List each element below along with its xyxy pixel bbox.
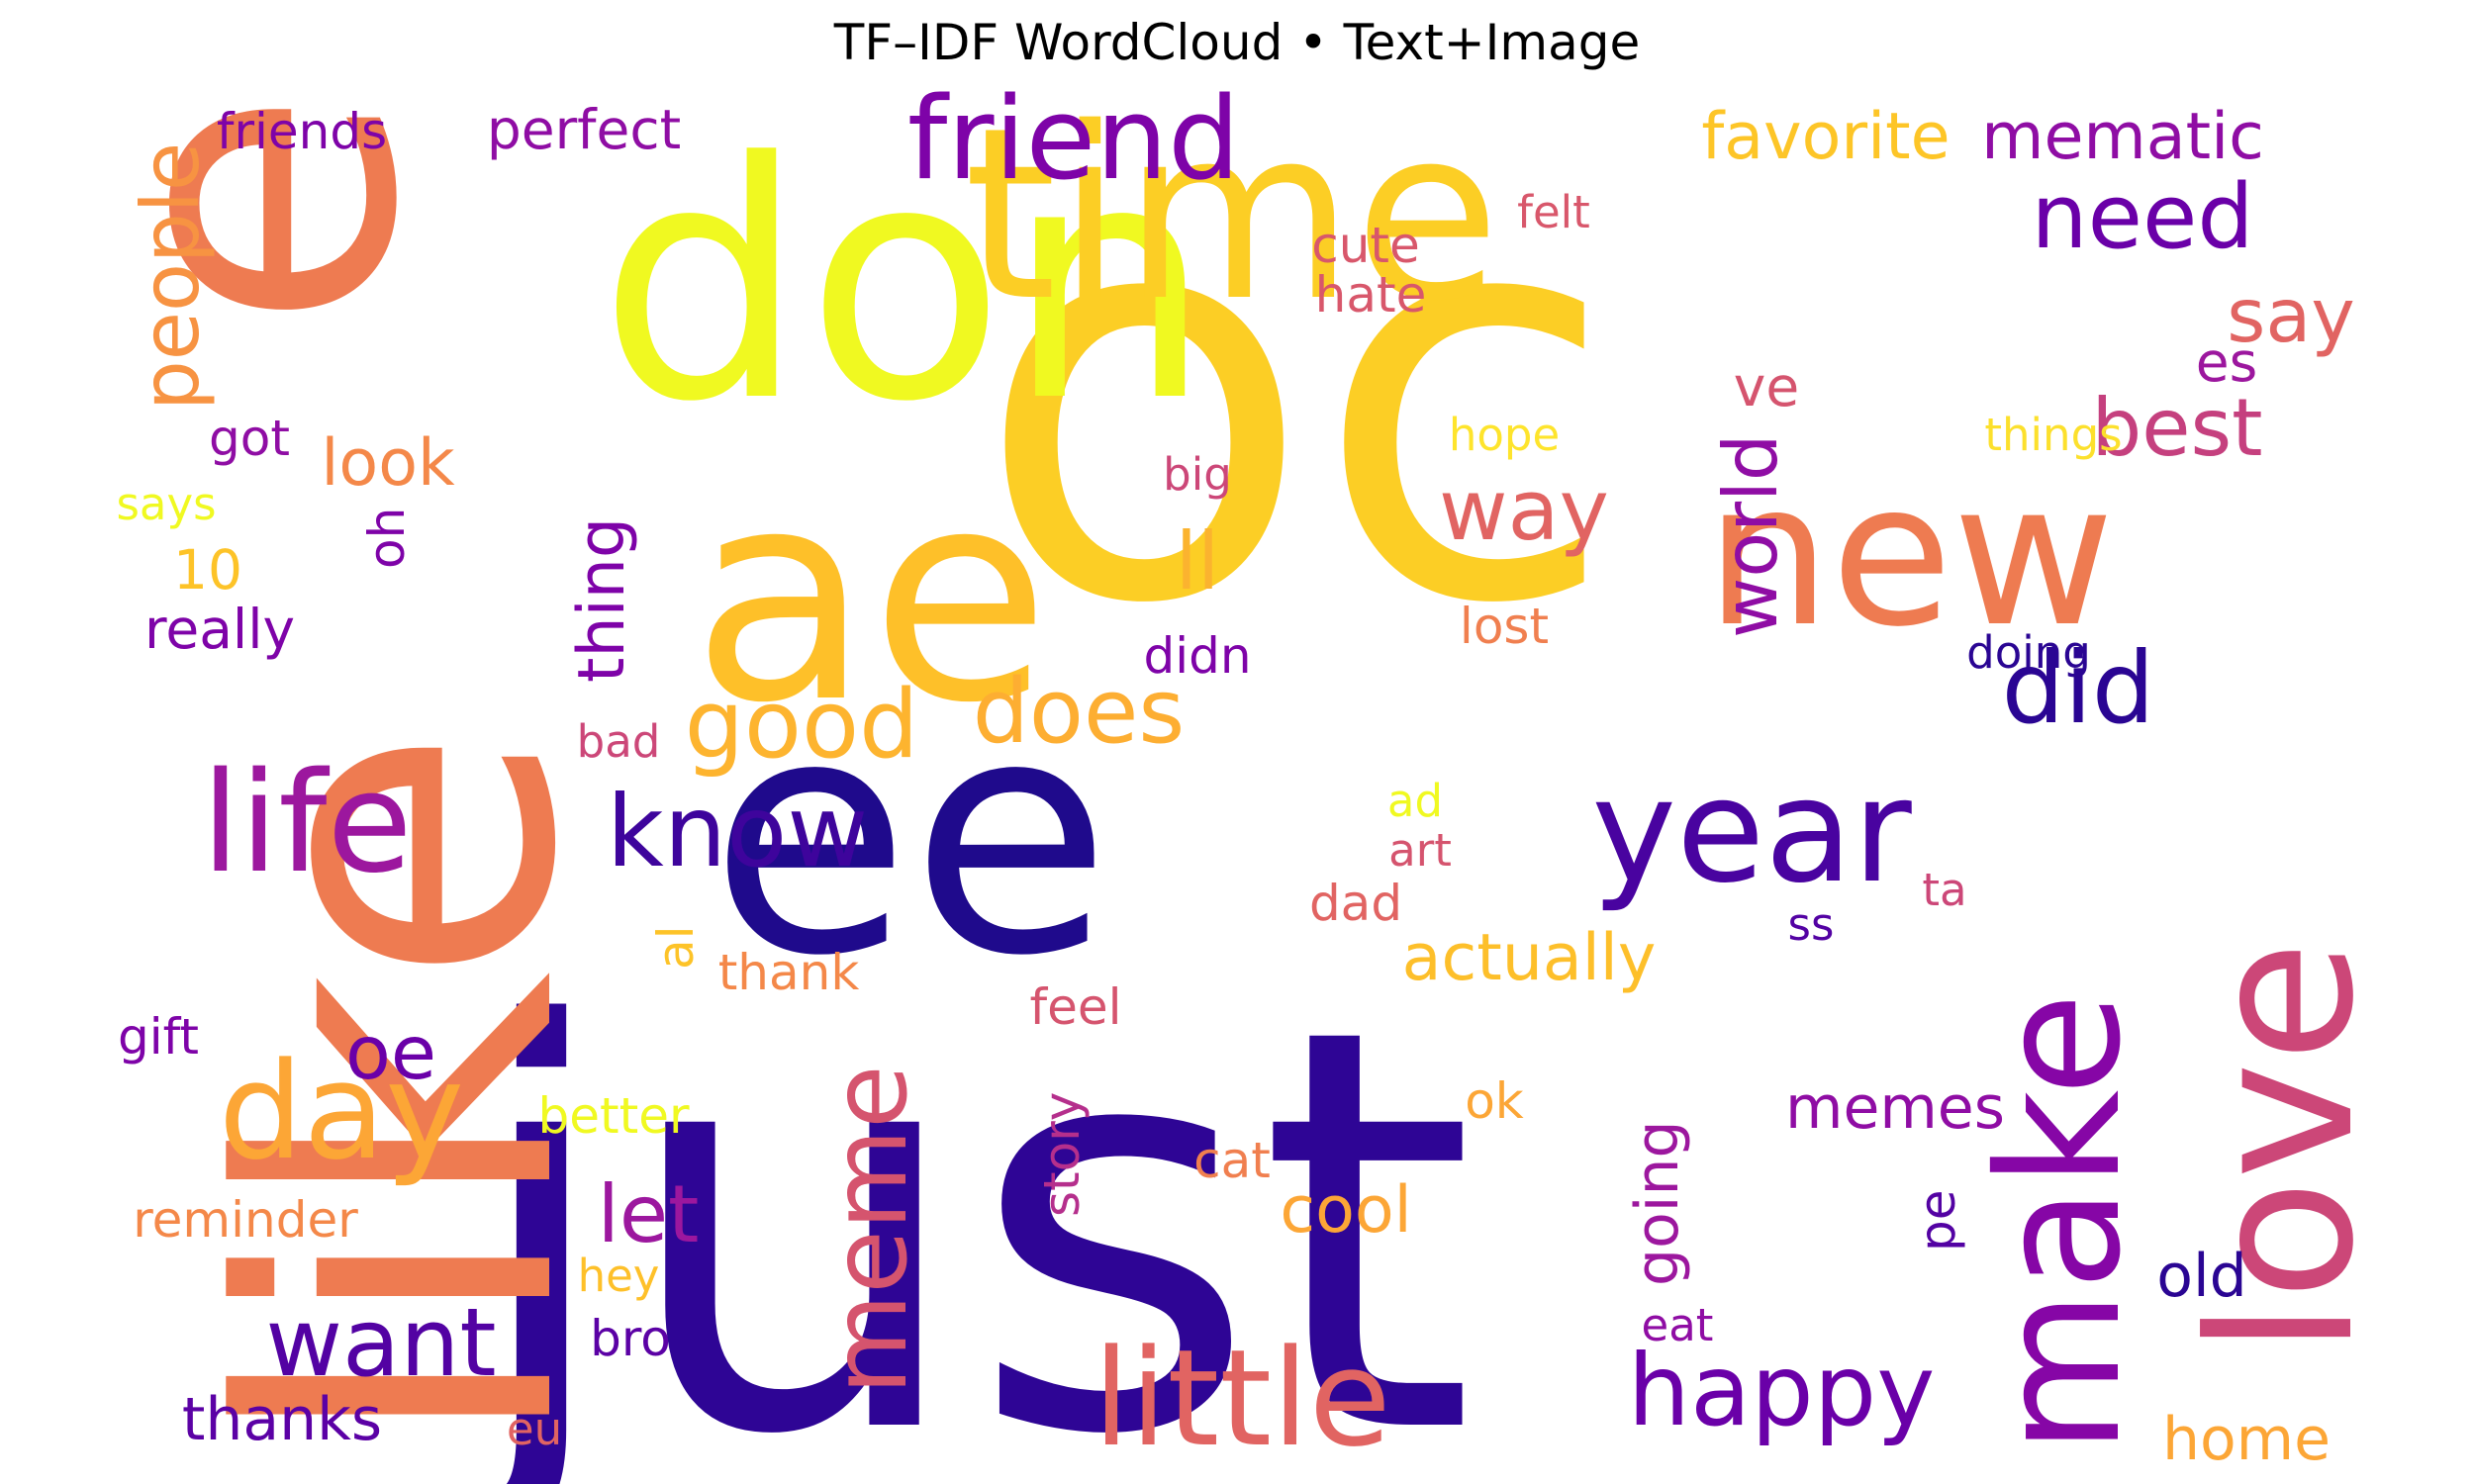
word-reminder: reminder (133, 1191, 358, 1249)
word-feel: feel (1029, 978, 1121, 1036)
word-cat: cat (1193, 1132, 1271, 1189)
word-time: time (964, 76, 1500, 353)
word-like: like (155, 725, 650, 1454)
word-way: way (1439, 462, 1609, 560)
word-memes: memes (1785, 1073, 2005, 1143)
word-ss: ss (1788, 898, 1835, 951)
word-bro: bro (590, 1310, 671, 1367)
word-new: new (1705, 440, 2114, 671)
word-says: says (116, 478, 216, 530)
word-perfect: perfect (487, 98, 681, 161)
word-make: make (1962, 992, 2158, 1454)
word-old: old (2156, 1242, 2246, 1311)
word-little: little (1093, 1321, 1390, 1476)
word-know: know (607, 774, 868, 889)
word-e: e (25, 88, 485, 331)
word-oc: oc (975, 80, 1619, 725)
word-friends: friends (217, 103, 387, 160)
word-eat: eat (1642, 1299, 1714, 1351)
word-world: world (1707, 433, 1794, 638)
word-friend: friend (907, 73, 1240, 206)
word-good: good (685, 671, 919, 780)
word-cool: cool (1280, 1173, 1411, 1248)
word-thank: thank (718, 944, 860, 1001)
word-going: going (1623, 1120, 1692, 1286)
word-hey: hey (578, 1250, 660, 1302)
word-let: let (598, 1168, 700, 1260)
word-better: better (537, 1087, 689, 1145)
word-does: does (973, 660, 1185, 764)
word-bad: bad (577, 715, 661, 768)
word-favorite: favorite (1701, 100, 1950, 174)
word-hope: hope (1449, 409, 1560, 461)
word-ve: ve (1734, 355, 1799, 418)
word-ad: ad (1387, 775, 1443, 827)
word-didn: didn (1143, 627, 1251, 685)
word-al: al (647, 925, 705, 970)
word-best: best (2091, 382, 2262, 474)
word-really: really (144, 598, 295, 661)
word-ee: ee (710, 647, 1111, 1027)
word-10: 10 (173, 538, 242, 602)
word-need: need (2032, 165, 2254, 269)
word-story: story (1033, 1092, 1091, 1217)
word-ll: ll (1176, 515, 1219, 607)
word-just: just (447, 911, 1475, 1484)
word-look: look (321, 426, 455, 501)
word-love: love (2167, 941, 2398, 1355)
word-mematic: mematic (1981, 100, 2264, 174)
word-lost: lost (1460, 598, 1549, 655)
word-people: people (125, 142, 217, 411)
word-happy: happy (1628, 1333, 1936, 1448)
word-oe: oe (345, 1009, 436, 1096)
word-thing: thing (565, 517, 639, 683)
word-hate: hate (1315, 266, 1427, 324)
word-eu: eu (507, 1403, 562, 1455)
word-life: life (201, 743, 412, 904)
word-ae: ae (692, 426, 1050, 767)
word-things: things (1984, 409, 2122, 461)
word-oh: oh (358, 508, 416, 569)
word-meme: meme (809, 1065, 930, 1395)
word-don: don (599, 93, 1213, 473)
word-home: home (2162, 1405, 2331, 1474)
word-ok: ok (1465, 1072, 1524, 1130)
word-thanks: thanks (182, 1385, 382, 1454)
wordcloud-title: TF–IDF WordCloud • Text+Image (833, 14, 1641, 71)
word-say: say (2227, 272, 2354, 359)
word-cute: cute (1311, 217, 1420, 274)
word-dad: dad (1309, 875, 1402, 932)
word-ta: ta (1922, 864, 1966, 916)
word-did: did (2002, 630, 2155, 746)
word-gift: gift (118, 1008, 199, 1066)
word-pe: pe (1909, 1190, 1966, 1252)
word-doing: doing (1966, 626, 2091, 679)
word-actually: actually (1402, 921, 1657, 995)
word-art: art (1388, 824, 1452, 877)
word-day: day (219, 1034, 464, 1189)
word-es: es (2196, 330, 2258, 394)
word-big: big (1163, 448, 1232, 501)
word-felt: felt (1517, 186, 1590, 238)
word-want: want (265, 1289, 496, 1398)
word-year: year (1591, 748, 1912, 915)
word-got: got (209, 410, 290, 467)
